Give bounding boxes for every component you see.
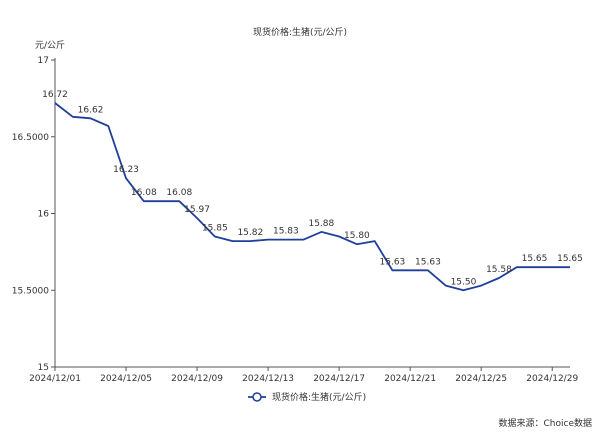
source-note: 数据来源：Choice数据	[498, 419, 592, 429]
data-label: 15.63	[415, 257, 441, 267]
data-label: 16.08	[166, 188, 192, 198]
x-tick-label: 2024/12/05	[100, 374, 152, 384]
series-lines	[54, 102, 570, 292]
y-tick-label: 15.5000	[12, 286, 49, 296]
x-tick-label: 2024/12/17	[313, 374, 365, 384]
axes: 15 15.5000 16 16.5000 17 2024/12/01 2024/12/05…	[12, 56, 579, 384]
y-tick-label: 17	[38, 56, 49, 66]
data-label: 16.72	[42, 90, 68, 100]
x-tick-label: 2024/12/21	[384, 374, 436, 384]
y-tick-label: 16.5000	[12, 133, 49, 143]
data-label: 16.62	[78, 105, 104, 115]
x-tick-label: 2024/12/29	[526, 374, 578, 384]
x-tick-label: 2024/12/13	[242, 374, 294, 384]
data-label: 16.08	[131, 188, 157, 198]
data-label: 15.97	[184, 205, 210, 215]
x-tick-label: 2024/12/25	[455, 374, 507, 384]
data-label: 15.50	[451, 277, 477, 287]
data-label: 15.85	[202, 224, 228, 234]
legend[interactable]: 现货价格:生猪(元/公斤)	[248, 391, 366, 403]
data-label: 15.88	[308, 219, 334, 229]
series-line	[54, 102, 570, 292]
data-label: 15.83	[273, 227, 299, 237]
y-axis-label: 元/公斤	[35, 40, 65, 51]
data-label: 15.58	[486, 265, 512, 275]
data-label: 15.63	[380, 257, 406, 267]
chart-title: 现货价格:生猪(元/公斤)	[253, 26, 347, 38]
data-label: 16.23	[113, 165, 139, 175]
data-labels: 16.72 16.62 16.23 16.08 16.08 15.97 15.85 15.82…	[42, 90, 583, 287]
x-tick-label: 2024/12/09	[171, 374, 223, 384]
data-label: 15.65	[522, 254, 548, 264]
data-label: 15.82	[237, 228, 263, 238]
y-tick-label: 15	[38, 363, 49, 373]
data-label: 15.80	[344, 231, 370, 241]
legend-marker-icon	[252, 392, 262, 402]
x-tick-label: 2024/12/01	[29, 374, 81, 384]
data-label: 15.65	[557, 254, 583, 264]
y-tick-label: 16	[38, 210, 50, 220]
legend-label: 现货价格:生猪(元/公斤)	[272, 391, 366, 403]
